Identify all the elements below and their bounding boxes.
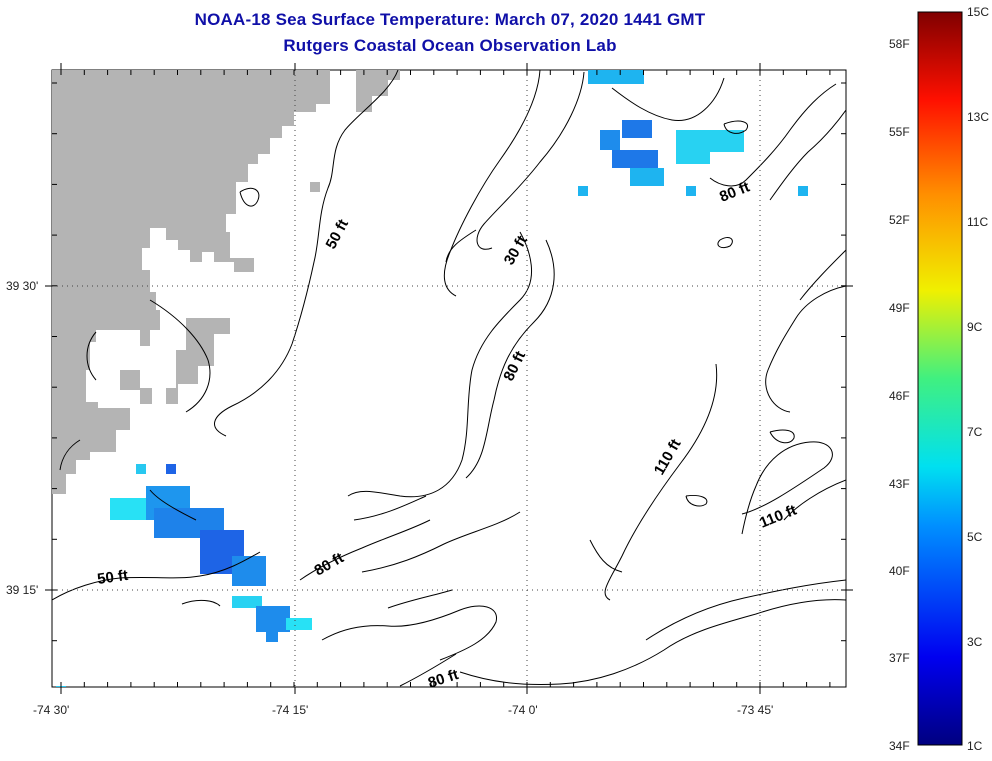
colorbar-f-label: 55F (889, 125, 910, 139)
colorbar-f-label: 34F (889, 739, 910, 753)
x-tick-label: -74 0' (508, 703, 538, 717)
colorbar-c-label: 3C (967, 635, 983, 649)
colorbar-c-label: 11C (967, 215, 989, 229)
color-bar (917, 11, 963, 746)
contour-label: 50 ft (96, 567, 129, 588)
colorbar-f-label: 43F (889, 477, 910, 491)
x-tick-label: -73 45' (737, 703, 774, 717)
map-subtitle: Rutgers Coastal Ocean Observation Lab (283, 36, 617, 55)
colorbar-c-label: 7C (967, 425, 983, 439)
frame-ticks (45, 63, 853, 694)
colorbar-c-label: 13C (967, 110, 990, 124)
colorbar-f-label: 58F (889, 37, 910, 51)
colorbar-f-label: 52F (889, 213, 910, 227)
colorbar-f-label: 40F (889, 564, 910, 578)
x-tick-label: -74 30' (33, 703, 70, 717)
colorbar-c-label: 9C (967, 320, 983, 334)
colorbar-f-label: 37F (889, 651, 910, 665)
colorbar-c-label: 1C (967, 739, 983, 753)
colorbar-c-label: 5C (967, 530, 983, 544)
land-mass (52, 70, 330, 484)
y-tick-label: 39 30' (6, 279, 39, 293)
sst-pixels (56, 70, 808, 687)
y-tick-label: 39 15' (6, 583, 39, 597)
colorbar-f-label: 46F (889, 389, 910, 403)
map-title: NOAA-18 Sea Surface Temperature: March 0… (194, 10, 706, 29)
colorbar-f-label: 49F (889, 301, 910, 315)
bathymetry-contours (52, 70, 846, 687)
colorbar-c-label: 15C (967, 5, 990, 19)
x-tick-label: -74 15' (272, 703, 309, 717)
